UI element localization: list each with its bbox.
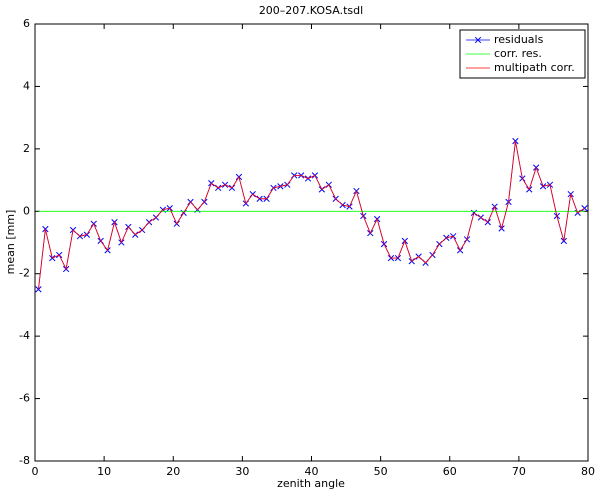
y-tick-label: 6 xyxy=(23,17,30,30)
y-tick-label: -2 xyxy=(19,267,30,280)
legend-label: residuals xyxy=(494,33,544,46)
legend-label: corr. res. xyxy=(494,47,542,60)
x-tick-label: 30 xyxy=(235,465,249,478)
y-tick-label: -6 xyxy=(19,392,30,405)
data-point xyxy=(35,286,42,293)
legend-marker xyxy=(474,36,482,44)
chart-title: 200–207.KOSA.tsdl xyxy=(259,4,363,17)
y-axis-label: mean [mm] xyxy=(4,210,17,275)
x-tick-label: 70 xyxy=(512,465,526,478)
legend-label: multipath corr. xyxy=(494,61,575,74)
data-point xyxy=(581,205,588,212)
y-tick-label: -4 xyxy=(19,329,30,342)
plot-area xyxy=(34,23,589,462)
y-tick-label: 2 xyxy=(23,142,30,155)
x-tick-label: 40 xyxy=(305,465,319,478)
x-tick-label: 0 xyxy=(32,465,39,478)
x-tick-label: 50 xyxy=(374,465,388,478)
x-tick-label: 20 xyxy=(166,465,180,478)
y-tick-label: 4 xyxy=(23,79,30,92)
series-line xyxy=(38,140,585,290)
x-axis-label: zenith angle xyxy=(277,477,345,490)
x-tick-label: 10 xyxy=(97,465,111,478)
y-tick-label: 0 xyxy=(23,204,30,217)
x-tick-label: 80 xyxy=(581,465,595,478)
x-tick-label: 60 xyxy=(443,465,457,478)
y-tick-label: -8 xyxy=(19,454,30,467)
